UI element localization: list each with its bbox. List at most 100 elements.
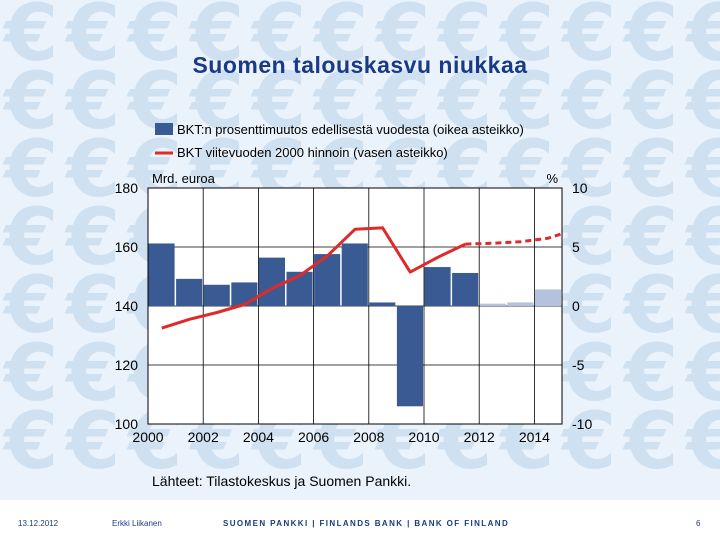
footer-author: Erkki Liikanen xyxy=(112,519,162,528)
euro-sign-icon: € xyxy=(560,329,616,419)
footer-bank: SUOMEN PANKKI | FINLANDS BANK | BANK OF … xyxy=(223,519,510,528)
right-tick-label: -10 xyxy=(572,416,592,432)
x-tick-label: 2002 xyxy=(188,429,219,445)
euro-sign-icon: € xyxy=(436,57,492,147)
bar-2011 xyxy=(452,272,479,306)
euro-sign-icon: € xyxy=(684,57,720,147)
footer: 13.12.2012 Erkki Liikanen SUOMEN PANKKI … xyxy=(0,500,720,540)
line-gdp-actual xyxy=(161,226,467,330)
euro-sign-icon: € xyxy=(684,125,720,215)
x-tick-label: 2000 xyxy=(132,429,163,445)
euro-sign-icon: € xyxy=(126,0,182,79)
line-series xyxy=(161,226,563,330)
euro-sign-icon: € xyxy=(560,125,616,215)
euro-sign-icon: € xyxy=(2,125,58,215)
left-axis-label: Mrd. euroa xyxy=(152,171,216,186)
euro-sign-icon: € xyxy=(560,261,616,351)
euro-sign-icon: € xyxy=(188,0,244,79)
euro-sign-icon: € xyxy=(622,193,678,283)
euro-sign-icon: € xyxy=(684,397,720,487)
legend-bar-label: BKT:n prosenttimuutos edellisestä vuodes… xyxy=(177,122,524,137)
euro-sign-icon: € xyxy=(622,261,678,351)
bar-2001 xyxy=(176,278,203,306)
legend-line-label: BKT viitevuoden 2000 hinnoin (vasen aste… xyxy=(177,145,448,160)
euro-sign-icon: € xyxy=(684,261,720,351)
legend-bar-swatch xyxy=(155,123,173,135)
euro-sign-icon: € xyxy=(560,0,616,79)
euro-sign-icon: € xyxy=(374,57,430,147)
euro-sign-icon: € xyxy=(560,57,616,147)
euro-sign-icon: € xyxy=(312,0,368,79)
euro-sign-icon: € xyxy=(2,193,58,283)
euro-sign-icon: € xyxy=(374,0,430,79)
bar-2010 xyxy=(424,267,451,306)
euro-sign-icon: € xyxy=(498,0,554,79)
slide-title: Suomen talouskasvu niukkaa xyxy=(192,52,528,78)
euro-sign-icon: € xyxy=(436,0,492,79)
bar-2003 xyxy=(231,282,258,306)
x-tick-label: 2014 xyxy=(519,429,550,445)
euro-sign-icon: € xyxy=(622,57,678,147)
right-axis-label: % xyxy=(546,171,558,186)
euro-sign-icon: € xyxy=(64,193,120,283)
euro-sign-icon: € xyxy=(64,261,120,351)
euro-sign-icon: € xyxy=(2,261,58,351)
left-tick-label: 120 xyxy=(115,357,139,373)
euro-sign-icon: € xyxy=(250,57,306,147)
bar-2014 xyxy=(534,289,561,306)
right-tick-label: 5 xyxy=(572,239,580,255)
euro-sign-icon: € xyxy=(2,57,58,147)
bar-2008 xyxy=(369,302,396,306)
bar-2013 xyxy=(507,302,534,306)
legend: BKT:n prosenttimuutos edellisestä vuodes… xyxy=(155,122,524,160)
euro-sign-icon: € xyxy=(684,329,720,419)
x-tick-label: 2006 xyxy=(298,429,329,445)
right-tick-label: 0 xyxy=(572,298,580,314)
euro-sign-icon: € xyxy=(188,57,244,147)
bar-2004 xyxy=(258,257,285,306)
euro-sign-icon: € xyxy=(2,0,58,79)
euro-sign-icon: € xyxy=(64,0,120,79)
bar-series xyxy=(148,243,561,407)
page-number: 6 xyxy=(696,519,701,528)
line-gdp-forecast xyxy=(465,232,563,246)
bar-2002 xyxy=(203,284,230,306)
x-tick-label: 2004 xyxy=(243,429,274,445)
bar-2012 xyxy=(479,303,506,306)
euro-sign-icon: € xyxy=(622,397,678,487)
euro-sign-icon: € xyxy=(2,329,58,419)
right-tick-label: 10 xyxy=(572,180,588,196)
footer-date: 13.12.2012 xyxy=(18,519,59,528)
left-tick-label: 100 xyxy=(115,416,139,432)
axes: 180 160 140 120 100 10 5 0 -5 -10 2000 2002 2004 2006… xyxy=(115,180,593,445)
x-tick-label: 2012 xyxy=(464,429,495,445)
x-tick-label: 2008 xyxy=(353,429,384,445)
left-tick-label: 160 xyxy=(115,239,139,255)
euro-sign-icon: € xyxy=(2,397,58,487)
plot-frame xyxy=(147,187,563,425)
euro-sign-icon: € xyxy=(312,57,368,147)
left-tick-label: 140 xyxy=(115,298,139,314)
euro-sign-icon: € xyxy=(622,125,678,215)
euro-sign-icon: € xyxy=(64,125,120,215)
source-note: Lähteet: Tilastokeskus ja Suomen Pankki. xyxy=(152,473,411,489)
bar-2000 xyxy=(148,243,175,306)
euro-sign-icon: € xyxy=(560,193,616,283)
euro-sign-icon: € xyxy=(684,0,720,79)
euro-sign-icon: € xyxy=(622,329,678,419)
left-tick-label: 180 xyxy=(115,180,139,196)
bar-2009 xyxy=(396,306,423,407)
right-tick-label: -5 xyxy=(572,357,585,373)
euro-sign-icon: € xyxy=(560,397,616,487)
euro-sign-icon: € xyxy=(64,397,120,487)
euro-sign-icon: € xyxy=(684,193,720,283)
euro-sign-icon: € xyxy=(64,57,120,147)
bar-2007 xyxy=(341,243,368,306)
x-tick-label: 2010 xyxy=(408,429,439,445)
euro-sign-icon: € xyxy=(64,329,120,419)
euro-sign-icon: € xyxy=(498,57,554,147)
euro-sign-icon: € xyxy=(622,0,678,79)
euro-sign-icon: € xyxy=(250,0,306,79)
bar-2005 xyxy=(286,271,313,306)
